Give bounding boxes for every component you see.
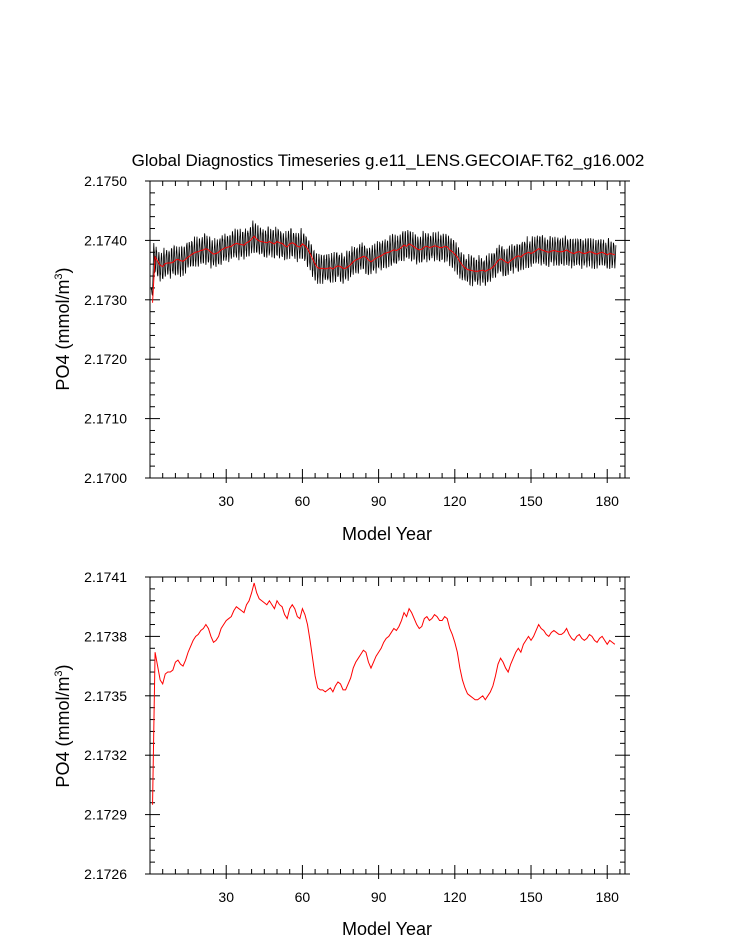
y-tick-label: 2.1729 bbox=[84, 807, 127, 823]
x-tick-label: 180 bbox=[596, 889, 620, 905]
top-x-axis-title: Model Year bbox=[342, 524, 432, 544]
top-plot-area bbox=[150, 220, 617, 303]
top-y-axis-title: PO4 (mmol/m3) bbox=[53, 267, 73, 390]
x-tick-label: 30 bbox=[218, 889, 234, 905]
bottom-x-axis-title: Model Year bbox=[342, 919, 432, 939]
bottom-x-tick-labels: 30 60 90 120 150 180 bbox=[218, 889, 619, 905]
bottom-plot-area bbox=[152, 582, 616, 805]
annual-mean-series-line bbox=[152, 582, 616, 805]
bottom-y-axis-title: PO4 (mmol/m3) bbox=[53, 664, 73, 787]
y-tick-label: 2.1738 bbox=[84, 628, 127, 644]
top-x-tick-labels: 30 60 90 120 150 180 bbox=[218, 493, 619, 509]
bottom-panel: 2.1726 2.1729 2.1732 2.1735 2.1738 2.1741 30 6… bbox=[53, 569, 630, 939]
top-y-axis-title-main: PO4 (mmol/m bbox=[53, 280, 73, 391]
top-y-axis-title-sup: 3 bbox=[53, 273, 65, 279]
y-tick-label: 2.1726 bbox=[84, 866, 127, 882]
y-tick-label: 2.1720 bbox=[84, 351, 127, 367]
y-tick-label: 2.1735 bbox=[84, 688, 127, 704]
bottom-y-axis-title-main: PO4 (mmol/m bbox=[53, 677, 73, 788]
y-tick-label: 2.1741 bbox=[84, 569, 127, 585]
x-tick-label: 30 bbox=[218, 493, 234, 509]
y-tick-label: 2.1750 bbox=[84, 173, 127, 189]
top-axis-ticks bbox=[145, 180, 630, 483]
x-tick-label: 120 bbox=[443, 889, 467, 905]
x-tick-label: 150 bbox=[519, 493, 543, 509]
y-tick-label: 2.1700 bbox=[84, 470, 127, 486]
top-panel: 2.1700 2.1710 2.1720 2.1730 2.1740 2.1750 30 6… bbox=[53, 173, 630, 544]
top-plot-frame bbox=[149, 180, 626, 479]
y-tick-label: 2.1732 bbox=[84, 747, 127, 763]
top-y-tick-labels: 2.1700 2.1710 2.1720 2.1730 2.1740 2.1750 bbox=[84, 173, 127, 486]
x-tick-label: 150 bbox=[519, 889, 543, 905]
bottom-y-tick-labels: 2.1726 2.1729 2.1732 2.1735 2.1738 2.1741 bbox=[84, 569, 127, 882]
top-y-axis-title-end: ) bbox=[53, 267, 73, 273]
x-tick-label: 120 bbox=[443, 493, 467, 509]
annual-mean-series-line bbox=[152, 235, 615, 303]
bottom-y-axis-title-sup: 3 bbox=[53, 670, 65, 676]
x-tick-label: 60 bbox=[295, 493, 311, 509]
y-tick-label: 2.1740 bbox=[84, 232, 127, 248]
y-tick-label: 2.1710 bbox=[84, 411, 127, 427]
x-tick-label: 90 bbox=[371, 493, 387, 509]
monthly-series-line bbox=[150, 220, 617, 296]
bottom-y-axis-title-end: ) bbox=[53, 664, 73, 670]
x-tick-label: 60 bbox=[295, 889, 311, 905]
y-tick-label: 2.1730 bbox=[84, 292, 127, 308]
bottom-axis-ticks bbox=[145, 576, 630, 879]
chart-title: Global Diagnostics Timeseries g.e11_LENS… bbox=[132, 151, 645, 170]
x-tick-label: 90 bbox=[371, 889, 387, 905]
bottom-plot-frame bbox=[149, 576, 626, 875]
x-tick-label: 180 bbox=[596, 493, 620, 509]
